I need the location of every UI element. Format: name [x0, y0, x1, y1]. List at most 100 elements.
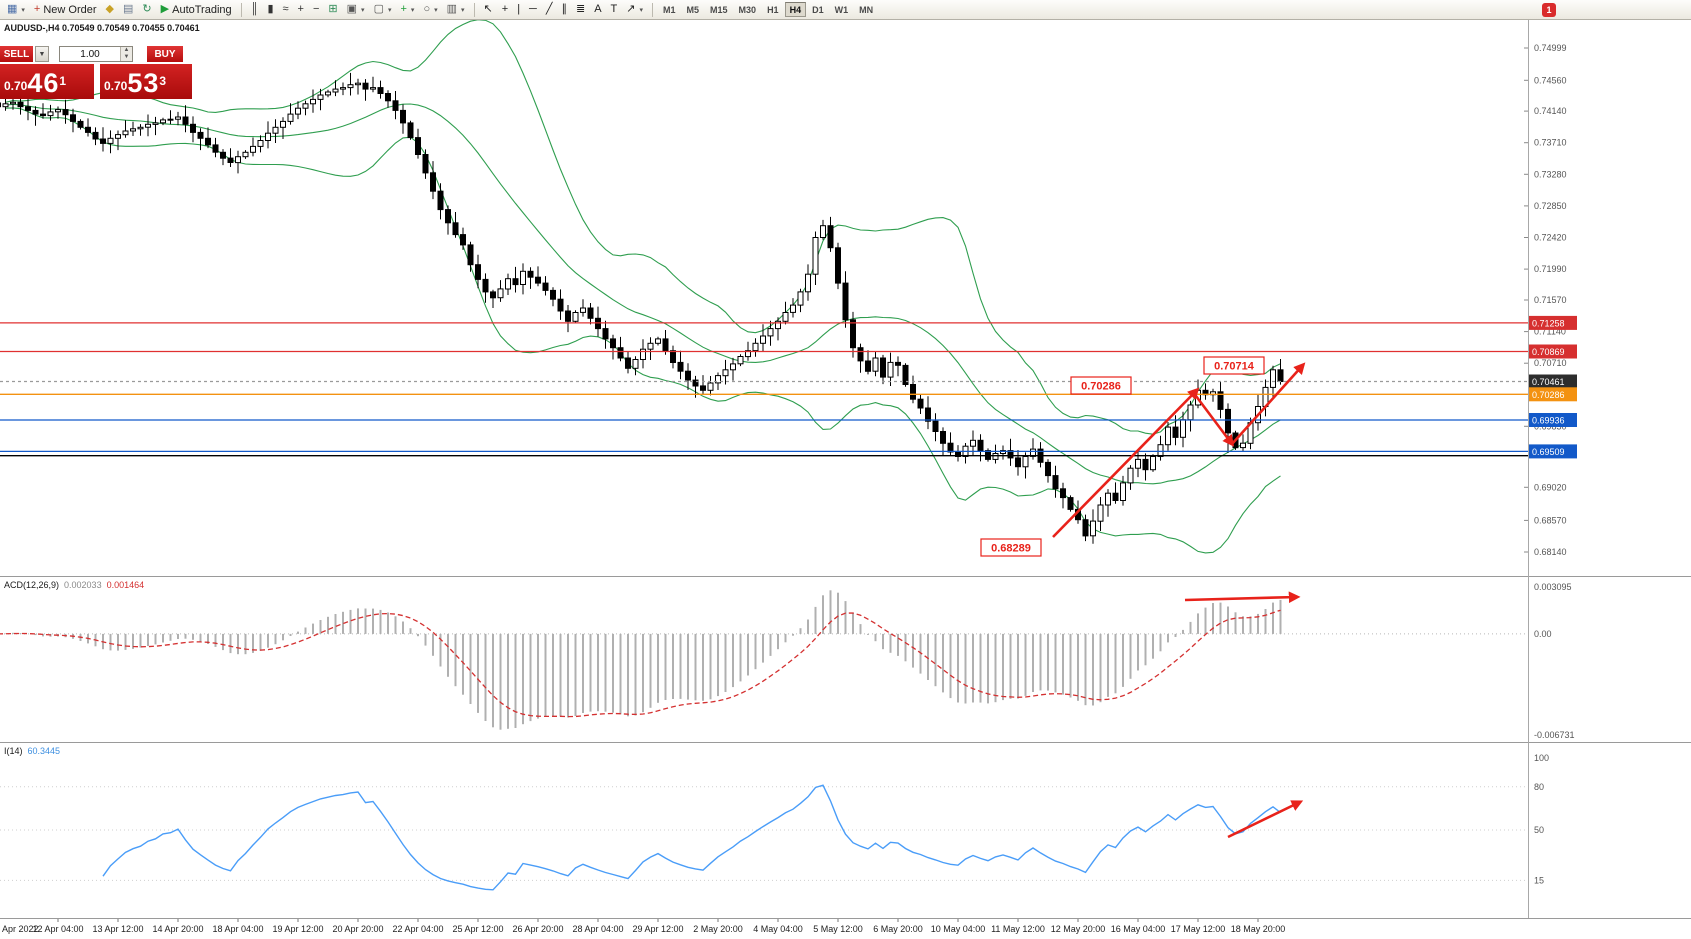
chevron-down-icon: ▾ — [21, 6, 25, 14]
timeframe-button-h4[interactable]: H4 — [784, 2, 807, 17]
volume-value[interactable]: 1.00 — [80, 48, 100, 60]
svg-text:2 May 20:00: 2 May 20:00 — [693, 924, 743, 934]
new-order-icon: + — [33, 3, 41, 15]
buy-price-button[interactable]: 0.70 53 3 — [100, 64, 192, 99]
metaeditor-button[interactable]: ◆ — [102, 1, 118, 18]
bollinger-lower-band — [5, 107, 1281, 554]
svg-text:0.003095: 0.003095 — [1534, 582, 1572, 592]
zoom-in-button[interactable]: + — [294, 1, 308, 18]
price-label-box[interactable]: 0.68289 — [980, 538, 1042, 557]
toolbar-separator — [652, 2, 653, 17]
timeframe-button-mn[interactable]: MN — [854, 2, 878, 17]
svg-text:19 Apr 12:00: 19 Apr 12:00 — [272, 924, 323, 934]
indicators-button[interactable]: + ▾ — [396, 1, 418, 18]
svg-text:0.69936: 0.69936 — [1532, 416, 1565, 426]
trend-arrows[interactable] — [1052, 362, 1306, 538]
volume-down-button[interactable]: ▼ — [121, 54, 132, 61]
macd-panel[interactable]: 0.003095 0.00 -0.006731 — [0, 576, 1691, 742]
svg-text:6 May 20:00: 6 May 20:00 — [873, 924, 923, 934]
rsi-line — [102, 784, 1281, 891]
candlestick-chart-icon: ▮ — [267, 3, 274, 15]
volume-up-button[interactable]: ▲ — [121, 47, 132, 54]
cascade-button[interactable]: ▣ ▾ — [343, 1, 369, 18]
trend-arrow[interactable] — [1231, 362, 1306, 445]
svg-text:100: 100 — [1534, 753, 1549, 763]
template-button[interactable]: ▥ ▾ — [443, 1, 469, 18]
svg-text:12 May 20:00: 12 May 20:00 — [1051, 924, 1106, 934]
price-badge — [1529, 315, 1577, 330]
macd-value-main: 0.002033 — [64, 580, 102, 590]
crosshair-button[interactable]: + — [498, 1, 512, 18]
sell-price-big: 46 — [27, 68, 60, 98]
arrows-button[interactable]: ↗ ▾ — [622, 1, 647, 18]
new-chart-icon: ▦ — [7, 3, 18, 15]
bar-chart-icon: ║ — [250, 3, 259, 15]
price-axis-labels: 0.74999 0.74560 0.74140 0.73710 0.73280 0.728… — [1524, 43, 1567, 557]
terminal-button[interactable]: ▤ — [119, 1, 137, 18]
volume-field[interactable]: 1.00 ▲ ▼ — [59, 46, 133, 62]
autotrading-button[interactable]: ▶ AutoTrading — [157, 1, 236, 18]
svg-text:0.73280: 0.73280 — [1534, 169, 1567, 179]
candlestick-chart-button[interactable]: ▮ — [263, 1, 277, 18]
trend-arrow[interactable] — [1184, 591, 1301, 604]
price-label-box[interactable]: 0.70286 — [1070, 376, 1132, 395]
label-button[interactable]: T — [607, 1, 622, 18]
timeframe-button-m5[interactable]: M5 — [682, 2, 705, 17]
toolbar-separator — [473, 2, 475, 17]
tile-windows-button[interactable]: ⊞ — [324, 1, 341, 18]
svg-text:11 May 12:00: 11 May 12:00 — [991, 924, 1045, 934]
arrange-button[interactable]: ▢ ▾ — [370, 1, 396, 18]
price-badge — [1529, 413, 1577, 427]
vertical-line-button[interactable]: | — [513, 1, 524, 18]
bar-chart-button[interactable]: ║ — [247, 1, 263, 18]
sell-price-button[interactable]: 0.70 46 1 — [0, 64, 94, 99]
buy-button[interactable]: BUY — [147, 46, 183, 62]
template-icon: ▥ — [446, 3, 458, 15]
trade-options-caret[interactable]: ▼ — [35, 46, 49, 62]
horizontal-line-button[interactable]: ─ — [525, 1, 541, 18]
notification-badge[interactable]: 1 — [1542, 2, 1556, 17]
toolbar: ▦ ▾ + New Order ◆ ▤ ↻ ▶ AutoTrading ║ ▮ ≈ + − ⊞ ▣ ▾ ▢ ▾ + ▾ ○… — [0, 0, 1691, 20]
rsi-indicator-label: I(14) 60.3445 — [4, 746, 60, 756]
periods-icon: ○ — [423, 3, 431, 15]
timeframe-button-h1[interactable]: H1 — [762, 2, 784, 17]
timeframe-button-m1[interactable]: M1 — [658, 2, 681, 17]
rsi-panel[interactable]: 100 80 50 15 — [0, 742, 1691, 918]
svg-text:0.72420: 0.72420 — [1534, 233, 1567, 243]
line-chart-button[interactable]: ≈ — [279, 1, 293, 18]
channel-button[interactable]: ∥ — [557, 1, 571, 18]
autotrading-icon: ▶ — [160, 3, 170, 15]
zoom-out-button[interactable]: − — [309, 1, 323, 18]
macd-signal-line — [0, 609, 1281, 718]
periods-button[interactable]: ○ ▾ — [419, 1, 441, 18]
new-chart-button[interactable]: ▦ ▾ — [3, 1, 29, 18]
timeframe-button-d1[interactable]: D1 — [807, 2, 829, 17]
timeframe-button-w1[interactable]: W1 — [830, 2, 854, 17]
trendline-icon: ╱ — [545, 3, 553, 15]
trend-arrow[interactable] — [1052, 387, 1200, 538]
svg-text:50: 50 — [1534, 825, 1544, 835]
trendline-button[interactable]: ╱ — [542, 1, 557, 18]
tile-windows-icon: ⊞ — [328, 3, 338, 15]
svg-text:Apr 2022: Apr 2022 — [2, 924, 39, 934]
timeframe-button-m30[interactable]: M30 — [734, 2, 762, 17]
svg-text:26 Apr 20:00: 26 Apr 20:00 — [512, 924, 563, 934]
refresh-button[interactable]: ↻ — [138, 1, 155, 18]
main-price-chart[interactable]: 0.70714 0.70286 0.68289 0.74999 0.74560 0.741… — [0, 20, 1691, 576]
svg-text:10 May 04:00: 10 May 04:00 — [931, 924, 986, 934]
sell-button[interactable]: SELL — [0, 46, 33, 62]
trend-arrow[interactable] — [1191, 391, 1235, 447]
svg-text:0.74140: 0.74140 — [1534, 106, 1567, 116]
fibonacci-button[interactable]: ≣ — [572, 1, 589, 18]
trend-arrow[interactable] — [1227, 800, 1304, 839]
new-order-button[interactable]: + New Order — [30, 1, 101, 18]
timeframe-button-m15[interactable]: M15 — [705, 2, 733, 17]
sell-price-main: 0.70 — [4, 79, 28, 93]
cursor-button[interactable]: ↖ — [480, 1, 497, 18]
price-label-box[interactable]: 0.70714 — [1203, 356, 1265, 375]
autotrading-button-label: AutoTrading — [172, 3, 232, 16]
text-button[interactable]: A — [590, 1, 605, 18]
